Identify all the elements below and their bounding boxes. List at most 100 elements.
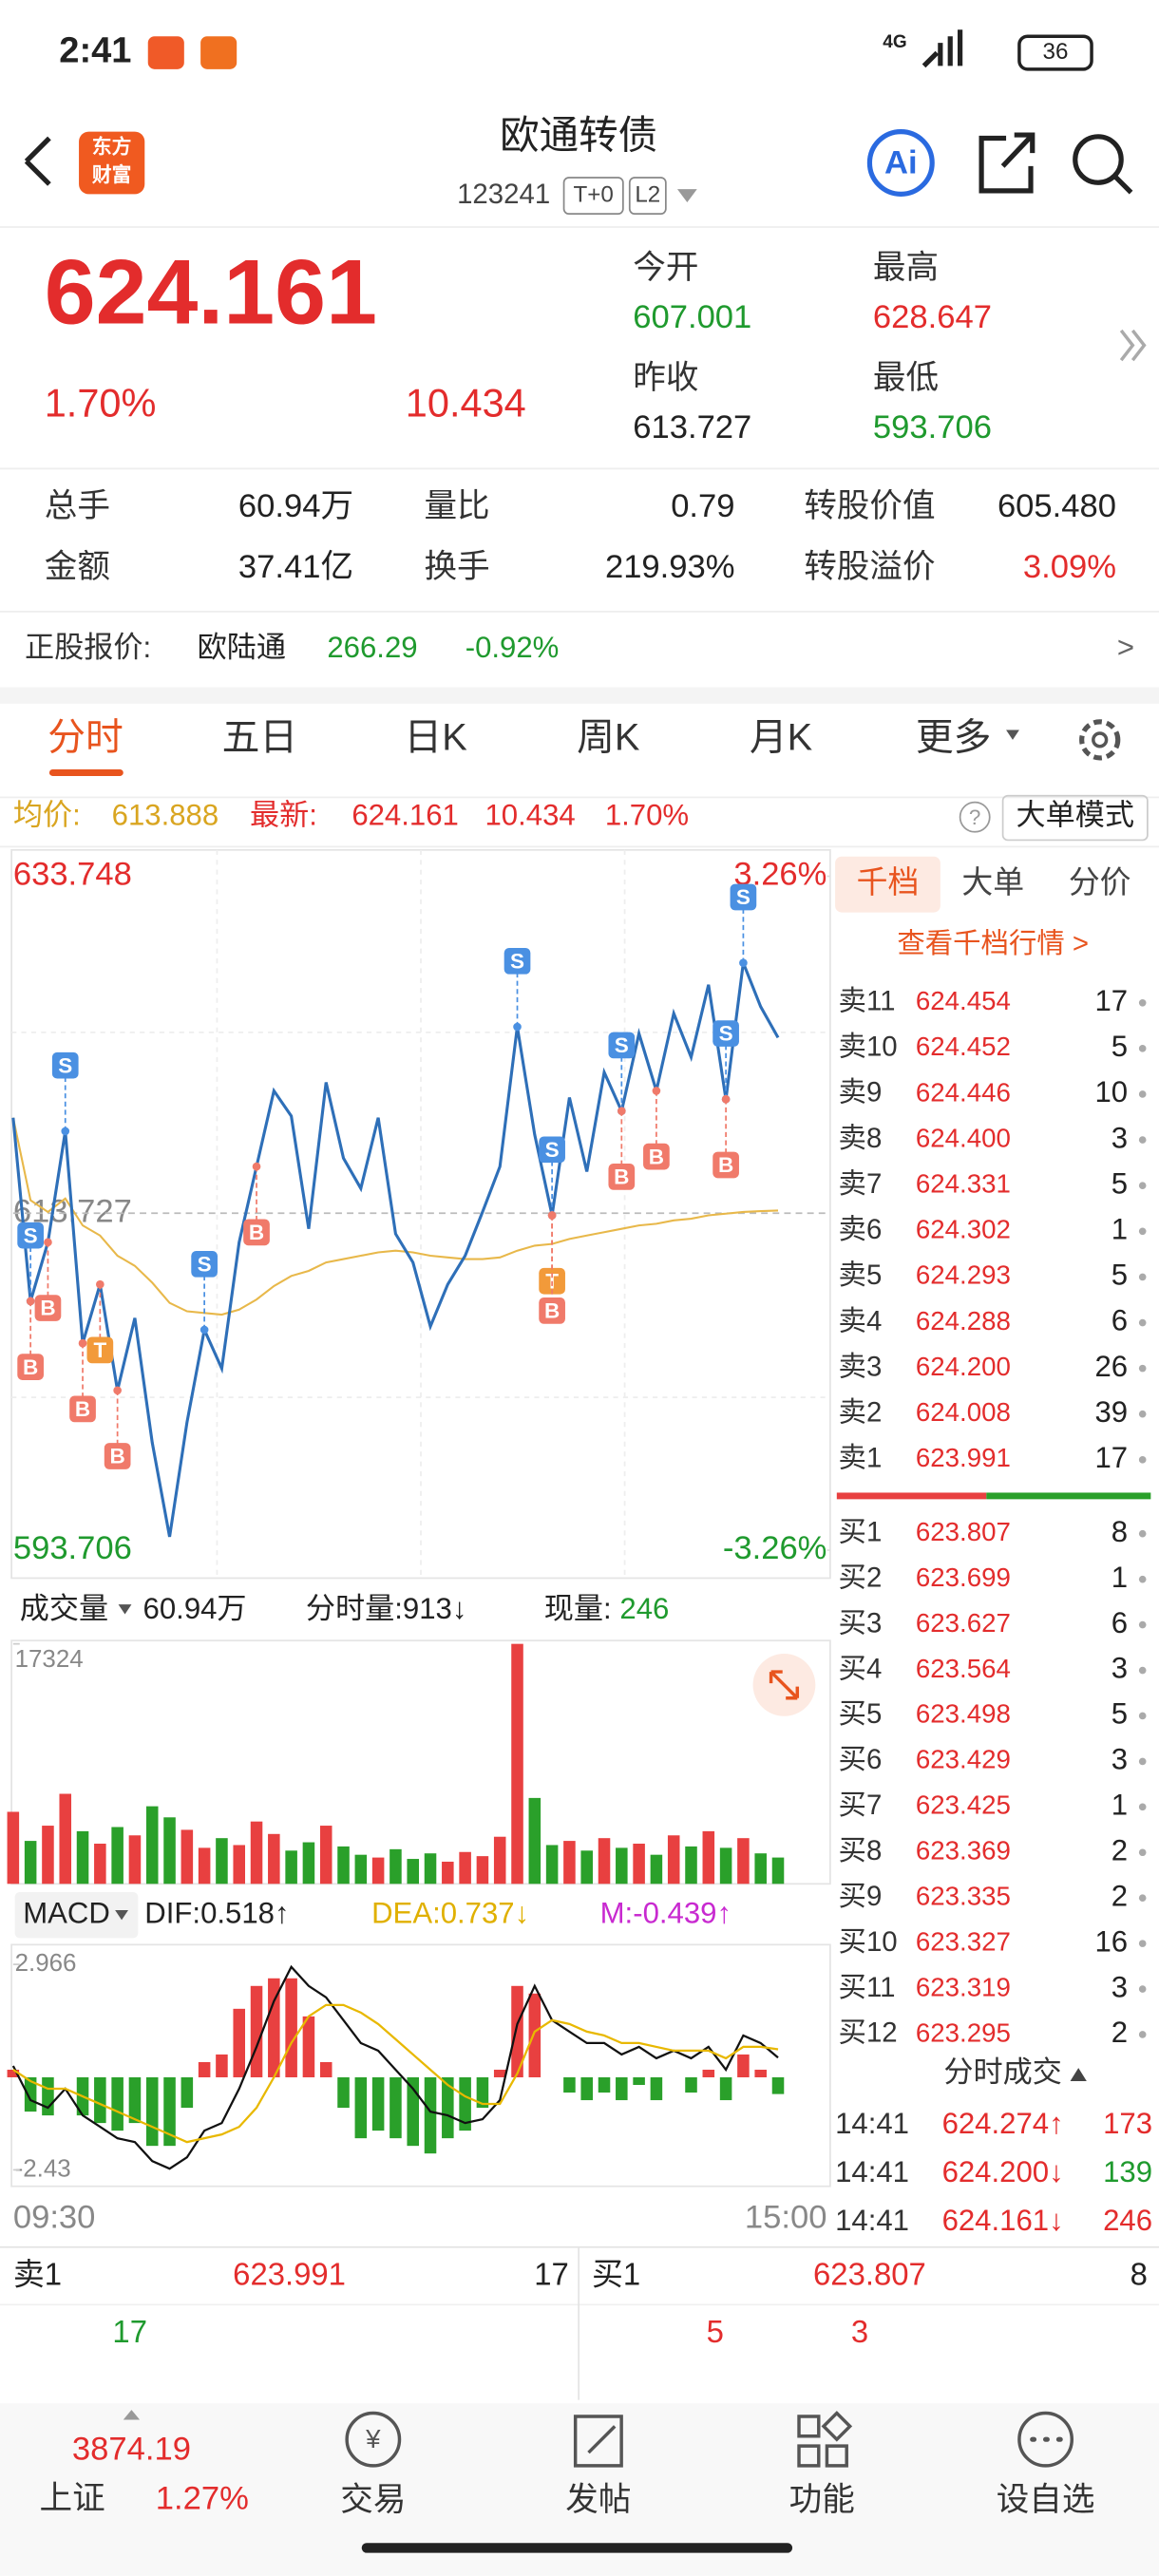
tab[interactable]: 周K (577, 716, 640, 758)
expand-icon[interactable] (769, 1670, 800, 1700)
book-level: 卖11 (839, 986, 896, 1017)
badge (562, 177, 624, 215)
home-indicator (361, 2543, 793, 2553)
volume-bar (7, 1811, 20, 1885)
dropdown[interactable] (1006, 729, 1019, 740)
y-tick-label: -2.43 (15, 2155, 71, 2182)
book-volume: 39 (1094, 1395, 1128, 1429)
y2-tick-label: -3.26% (723, 1530, 827, 1566)
time: 2:41 (59, 31, 131, 71)
back-button[interactable] (24, 136, 51, 186)
book-dot (1138, 1666, 1147, 1675)
book-dot (1138, 998, 1147, 1007)
settings[interactable] (1079, 719, 1121, 761)
signal-label: S (24, 1223, 38, 1247)
book-tab[interactable]: 千档 (857, 864, 920, 900)
book-level: 买2 (839, 1562, 883, 1593)
macd-bar (24, 2076, 37, 2112)
volume-bar (319, 1826, 332, 1885)
macd-bar (180, 2076, 194, 2109)
tab[interactable]: 分时 (48, 716, 124, 758)
collapse[interactable] (1070, 2068, 1087, 2081)
book-dot (1138, 1136, 1147, 1144)
nav-item[interactable]: 发帖 (565, 2482, 631, 2518)
volume-bar (545, 1845, 559, 1885)
signal-label: B (110, 1445, 125, 1468)
macd-bar (442, 2076, 454, 2139)
tab[interactable]: 更多 (916, 716, 992, 758)
stat-label: 转股溢价 (804, 549, 935, 585)
book-level: 买9 (839, 1881, 883, 1912)
volume-bar (42, 1826, 54, 1885)
book-dot (1138, 1529, 1147, 1538)
book-tab[interactable]: 分价 (1069, 864, 1131, 900)
nav-icon[interactable] (1017, 2411, 1074, 2468)
ai-icon[interactable]: Ai (884, 144, 918, 180)
signal-label: S (510, 950, 524, 974)
dropdown[interactable] (676, 189, 697, 203)
book-volume: 3 (1112, 1652, 1128, 1685)
macd-bar (685, 2076, 697, 2093)
book-price: 623.295 (916, 2017, 1011, 2047)
search-button[interactable] (1073, 134, 1124, 185)
trade-price: 624.200↓ (942, 2155, 1064, 2188)
name: 欧陆通 (198, 631, 286, 664)
mode[interactable]: 大单模式 (1016, 798, 1134, 831)
book-price: 623.699 (916, 1563, 1011, 1592)
macd-bar (563, 2076, 576, 2093)
settings[interactable] (1092, 731, 1109, 748)
nav-item[interactable]: 功能 (789, 2482, 855, 2518)
book-level: 买3 (839, 1607, 883, 1638)
volume-bar (337, 1846, 350, 1885)
macd-bar (616, 2076, 628, 2101)
badge (628, 177, 667, 215)
nav-icon[interactable] (797, 2411, 853, 2468)
book-tab[interactable]: 大单 (961, 864, 1024, 900)
book-level: 卖6 (839, 1214, 883, 1245)
book-price: 623.429 (916, 1745, 1011, 1774)
bid: 8 (1130, 2257, 1148, 2292)
macd-bar (459, 2076, 471, 2131)
signal-label: B (544, 1299, 560, 1323)
book-price: 624.288 (916, 1306, 1011, 1335)
dropdown[interactable] (115, 1909, 128, 1921)
nav-icon[interactable]: ¥ (365, 2424, 381, 2453)
macd-bar (580, 2076, 593, 2101)
macd-bar (233, 2008, 246, 2077)
link[interactable]: 查看千档行情 > (897, 928, 1089, 959)
mode-button[interactable] (1001, 794, 1149, 842)
volume-bar (145, 1806, 159, 1885)
help-icon[interactable] (959, 801, 991, 833)
macd-bar (302, 2016, 315, 2077)
macd-bar (198, 2061, 211, 2077)
y-tick-label: 593.706 (13, 1530, 132, 1566)
tab[interactable]: 月K (750, 716, 813, 758)
tab[interactable]: 日K (404, 716, 467, 758)
minute: 分时量:913↓ (306, 1592, 467, 1625)
book-level: 买1 (839, 1516, 883, 1547)
book-dot (1138, 1273, 1147, 1281)
nav-item[interactable]: 设自选 (997, 2482, 1095, 2518)
signal-point (78, 1338, 87, 1348)
tab[interactable]: 五日 (222, 716, 298, 758)
book-level: 卖8 (839, 1123, 883, 1154)
stat-value: 3.09% (1023, 549, 1116, 585)
dea-line (12, 2003, 779, 2144)
book-price: 624.302 (916, 1215, 1011, 1244)
dropdown[interactable] (118, 1604, 132, 1615)
macd-bar (476, 2076, 489, 2109)
expand-arrow[interactable] (1119, 329, 1147, 362)
ai-button[interactable] (866, 128, 935, 197)
indicator-select[interactable] (14, 1891, 139, 1939)
book-volume: 2 (1112, 2016, 1128, 2049)
volume-bar (268, 1833, 280, 1885)
nav-item[interactable]: 交易 (340, 2482, 406, 2518)
signal-label: B (249, 1221, 264, 1244)
search-button[interactable] (1112, 174, 1133, 195)
nav-icon[interactable] (345, 2411, 402, 2468)
book-level: 卖3 (839, 1351, 883, 1382)
volume-bar (198, 1847, 211, 1885)
nav-icon[interactable] (573, 2415, 623, 2468)
share-button[interactable] (978, 132, 1036, 194)
